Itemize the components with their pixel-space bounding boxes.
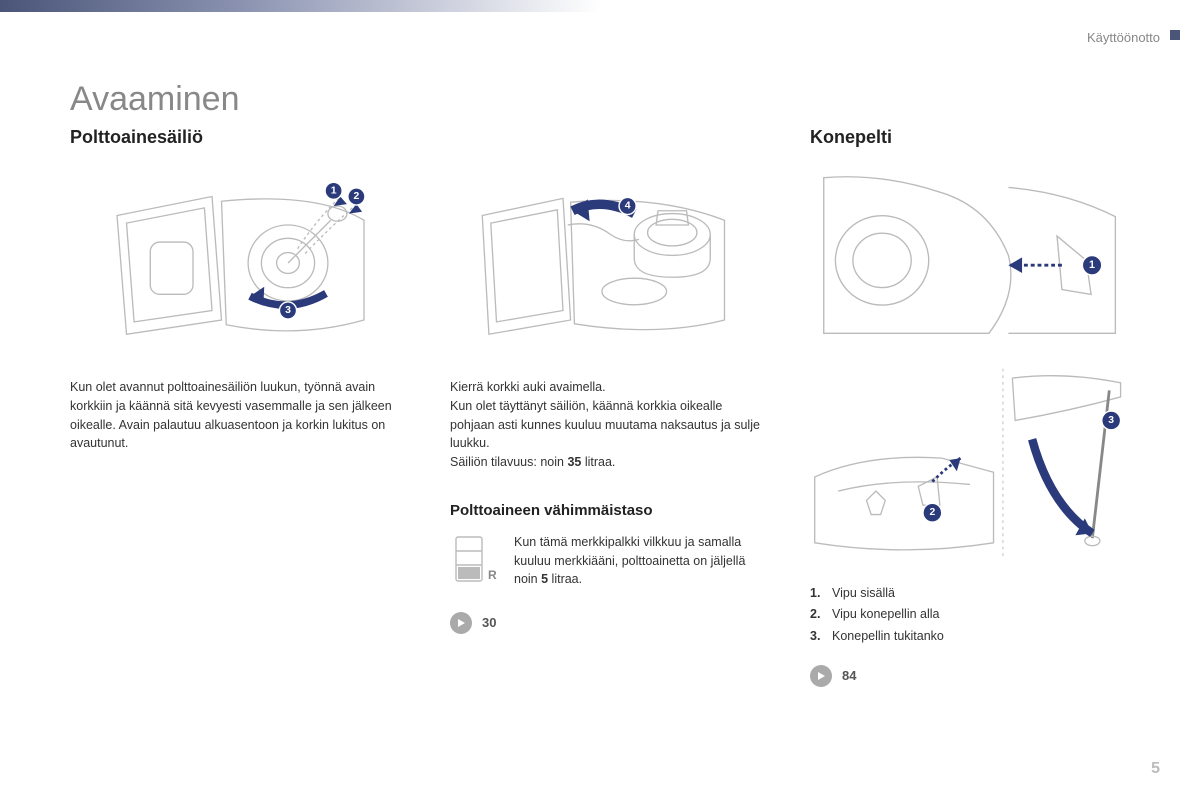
fuel-tank-title: Polttoainesäiliö <box>70 127 410 148</box>
fuel-cap-remove-illustration: 4 <box>450 168 770 358</box>
svg-text:R: R <box>488 568 497 582</box>
low-fuel-title: Polttoaineen vähimmäistaso <box>450 502 770 519</box>
fuel-para-1: Kun olet avannut polttoainesäiliön luuku… <box>70 378 410 453</box>
svg-text:2: 2 <box>353 191 359 202</box>
fuel-gauge-icon: R <box>450 533 500 594</box>
page-ref-bonnet: 84 <box>810 665 1130 687</box>
fuel-flap-key-illustration: 1 2 3 <box>70 168 410 358</box>
svg-text:1: 1 <box>330 185 336 196</box>
section-label: Käyttöönotto <box>1087 30 1160 45</box>
page-number: 5 <box>1151 760 1160 778</box>
bonnet-steps-list: 1.Vipu sisällä 2.Vipu konepellin alla 3.… <box>810 583 1130 647</box>
bonnet-catch-stay-illustration: 2 3 <box>810 363 1130 563</box>
forward-ref-icon <box>810 665 832 687</box>
page-title: Avaaminen <box>70 80 1130 119</box>
low-fuel-text: Kun tämä merkkipalkki vilkkuu ja samalla… <box>514 533 770 589</box>
svg-text:3: 3 <box>285 305 291 316</box>
forward-ref-icon <box>450 612 472 634</box>
bonnet-title: Konepelti <box>810 127 1130 148</box>
bonnet-lever-interior-illustration: 1 <box>810 168 1130 343</box>
svg-text:4: 4 <box>624 201 630 212</box>
svg-text:2: 2 <box>929 507 935 518</box>
header-gradient <box>0 0 600 12</box>
svg-text:3: 3 <box>1108 415 1114 426</box>
spacer-title <box>450 127 770 148</box>
section-tab-marker <box>1170 30 1180 40</box>
page-ref-fuel: 30 <box>450 612 770 634</box>
svg-text:1: 1 <box>1090 259 1096 271</box>
fuel-para-2: Kierrä korkki auki avaimella. Kun olet t… <box>450 378 770 472</box>
